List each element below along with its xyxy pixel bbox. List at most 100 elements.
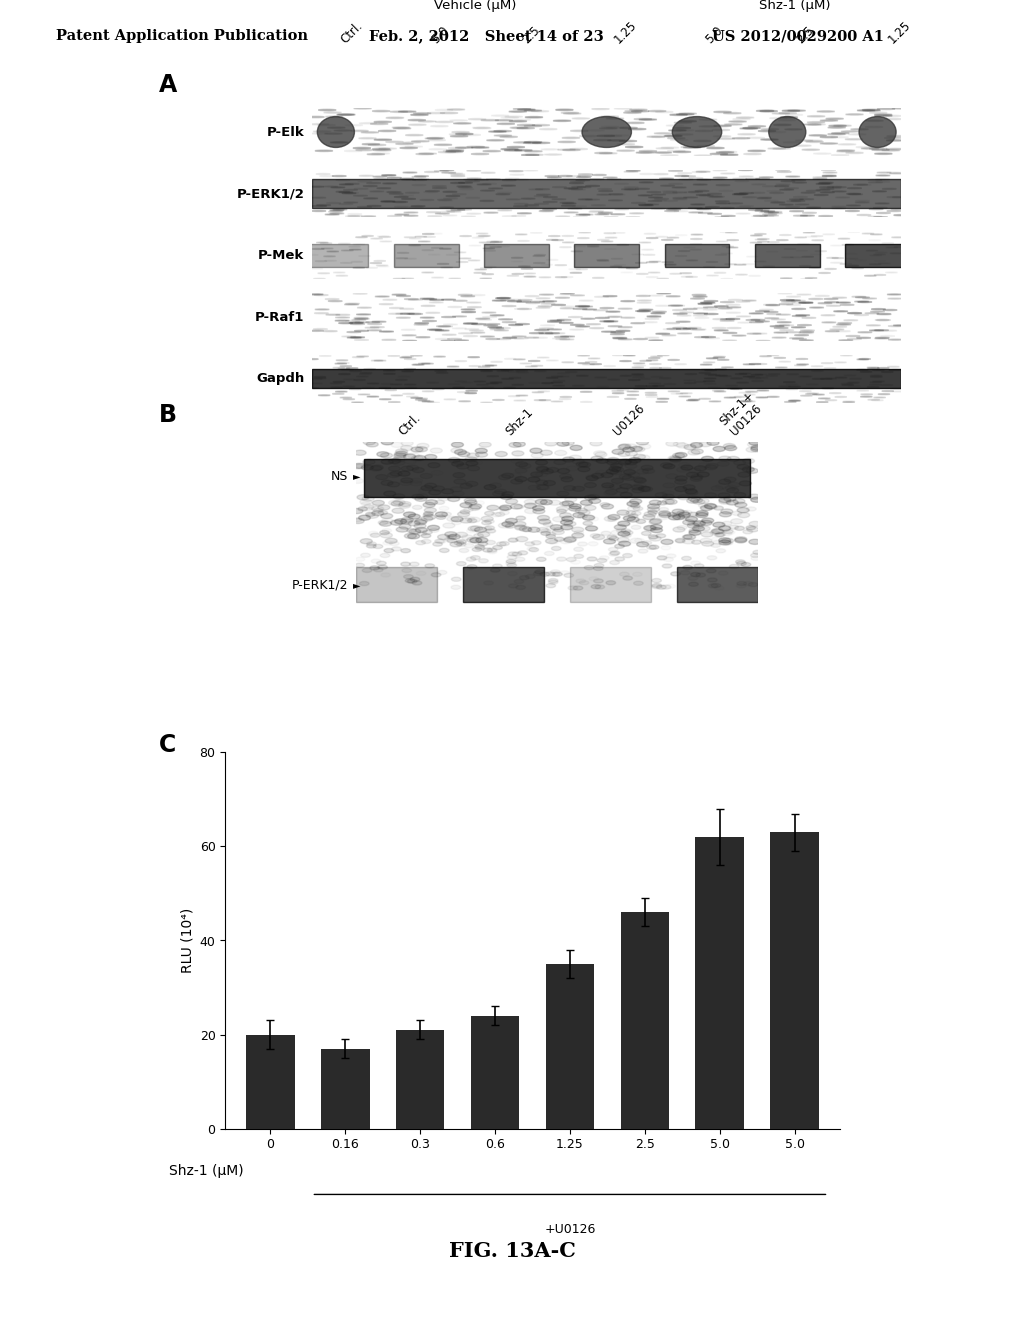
Circle shape xyxy=(753,550,763,554)
FancyBboxPatch shape xyxy=(845,243,910,268)
Circle shape xyxy=(716,549,726,553)
Circle shape xyxy=(846,152,863,153)
Circle shape xyxy=(536,459,548,465)
Circle shape xyxy=(749,494,760,499)
Circle shape xyxy=(611,135,629,136)
Circle shape xyxy=(607,461,618,465)
Circle shape xyxy=(849,133,866,135)
Circle shape xyxy=(734,537,746,543)
Circle shape xyxy=(595,152,612,153)
Circle shape xyxy=(684,535,695,540)
Circle shape xyxy=(698,525,711,531)
Circle shape xyxy=(378,504,390,510)
Circle shape xyxy=(487,548,497,552)
Circle shape xyxy=(660,154,678,156)
Circle shape xyxy=(377,561,386,565)
Circle shape xyxy=(750,521,761,527)
Circle shape xyxy=(406,578,415,582)
Circle shape xyxy=(382,459,393,465)
Circle shape xyxy=(453,473,465,478)
Circle shape xyxy=(596,470,607,475)
Circle shape xyxy=(782,110,800,111)
Circle shape xyxy=(575,508,588,513)
Text: P-Mek: P-Mek xyxy=(258,249,304,261)
Circle shape xyxy=(493,564,502,568)
Circle shape xyxy=(727,457,739,462)
Circle shape xyxy=(660,462,673,467)
Text: A: A xyxy=(159,73,177,96)
Circle shape xyxy=(334,129,351,131)
Circle shape xyxy=(726,500,738,506)
Circle shape xyxy=(509,111,526,112)
Circle shape xyxy=(358,137,376,139)
Circle shape xyxy=(467,519,477,523)
Circle shape xyxy=(467,453,479,458)
Circle shape xyxy=(515,469,527,473)
Circle shape xyxy=(692,527,705,531)
Circle shape xyxy=(662,491,674,496)
Circle shape xyxy=(605,490,617,495)
Circle shape xyxy=(607,458,620,462)
Circle shape xyxy=(546,532,556,536)
Circle shape xyxy=(378,520,388,524)
Circle shape xyxy=(484,484,497,490)
Circle shape xyxy=(581,500,593,506)
Circle shape xyxy=(724,112,741,114)
Circle shape xyxy=(532,124,550,125)
Circle shape xyxy=(778,120,796,121)
Circle shape xyxy=(367,442,378,447)
Text: Ctrl.: Ctrl. xyxy=(396,412,424,438)
Circle shape xyxy=(638,486,650,491)
Circle shape xyxy=(783,141,801,143)
Circle shape xyxy=(590,441,602,446)
Text: Shz-1: Shz-1 xyxy=(504,405,536,438)
Ellipse shape xyxy=(317,116,354,148)
Circle shape xyxy=(472,548,482,552)
Circle shape xyxy=(436,515,445,519)
Circle shape xyxy=(352,519,365,524)
Circle shape xyxy=(585,565,594,570)
Circle shape xyxy=(416,519,427,524)
Circle shape xyxy=(739,480,752,486)
Circle shape xyxy=(555,450,566,455)
Circle shape xyxy=(522,528,532,532)
Circle shape xyxy=(433,543,442,546)
Circle shape xyxy=(656,148,674,149)
Circle shape xyxy=(719,537,731,543)
Circle shape xyxy=(554,459,566,465)
Circle shape xyxy=(780,116,798,117)
Circle shape xyxy=(507,564,517,568)
Circle shape xyxy=(676,539,685,544)
Circle shape xyxy=(328,127,345,128)
Circle shape xyxy=(501,117,518,119)
Circle shape xyxy=(620,459,632,465)
Circle shape xyxy=(562,149,581,150)
Circle shape xyxy=(884,115,901,116)
FancyBboxPatch shape xyxy=(484,243,549,268)
Circle shape xyxy=(724,529,733,533)
Circle shape xyxy=(717,139,735,140)
Circle shape xyxy=(524,150,543,152)
Circle shape xyxy=(693,521,706,525)
Circle shape xyxy=(834,125,851,127)
Circle shape xyxy=(678,495,689,500)
Circle shape xyxy=(735,537,746,541)
Circle shape xyxy=(546,572,555,576)
Circle shape xyxy=(456,133,473,135)
Circle shape xyxy=(532,506,545,511)
Circle shape xyxy=(652,583,662,587)
Circle shape xyxy=(668,455,680,461)
Circle shape xyxy=(409,529,421,535)
Circle shape xyxy=(384,549,393,553)
Circle shape xyxy=(389,458,400,463)
Circle shape xyxy=(378,131,396,132)
Circle shape xyxy=(678,512,690,517)
Circle shape xyxy=(751,446,763,451)
Circle shape xyxy=(563,486,575,491)
Circle shape xyxy=(627,484,639,490)
Circle shape xyxy=(617,521,630,527)
Circle shape xyxy=(608,517,617,521)
Circle shape xyxy=(394,454,407,459)
Circle shape xyxy=(481,120,499,121)
Circle shape xyxy=(499,475,511,480)
